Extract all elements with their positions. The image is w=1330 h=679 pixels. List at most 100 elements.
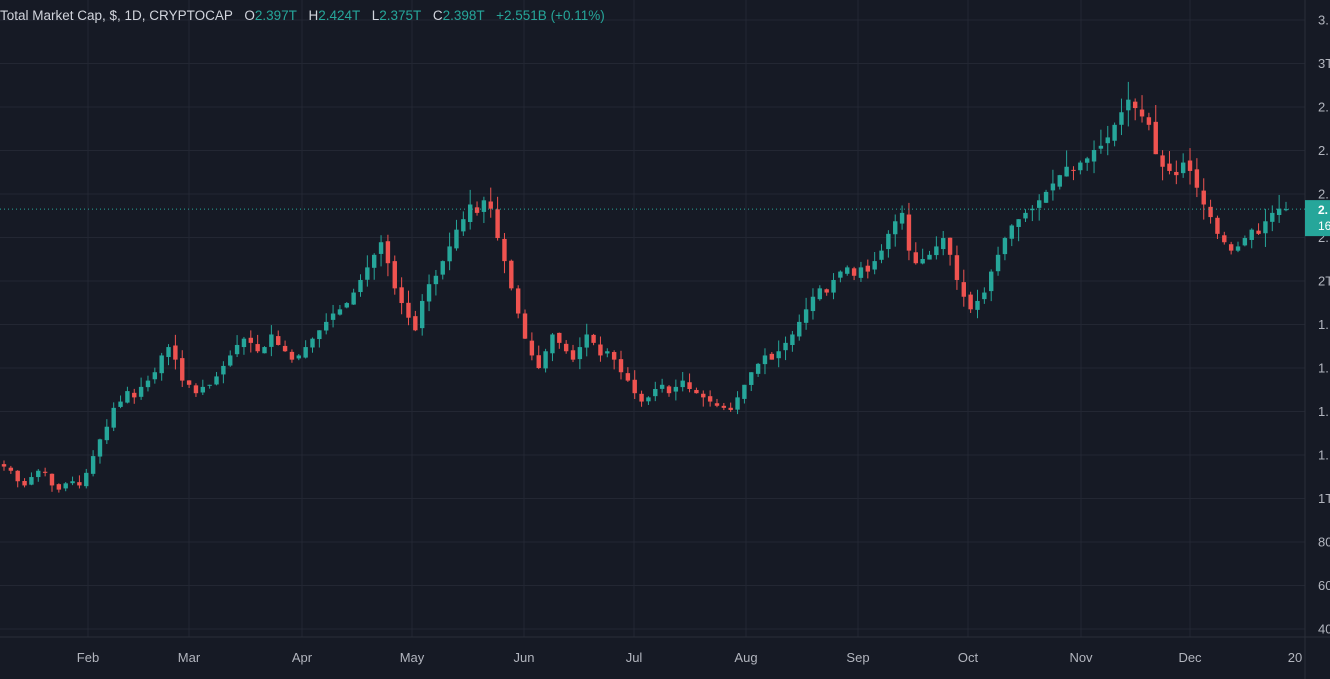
symbol-label: Total Market Cap, $, 1D, CRYPTOCAP (0, 8, 233, 23)
candle-body (365, 267, 370, 280)
time-tick-label: Mar (178, 650, 201, 665)
candle-body (584, 334, 589, 348)
last-price-tag-line2: 16 (1318, 219, 1330, 233)
candle-body (385, 241, 391, 264)
time-tick-label: Jul (626, 650, 643, 665)
candle-body (886, 233, 891, 250)
candle-body (838, 271, 843, 278)
candle-body (413, 316, 418, 331)
candle-body (824, 289, 829, 293)
candle-body (728, 407, 733, 410)
candle-body (1153, 121, 1158, 155)
candle-body (1, 464, 7, 467)
candle-body (276, 336, 281, 345)
candle-body (618, 359, 624, 373)
candle-body (639, 393, 644, 402)
candle-body (762, 355, 768, 365)
candle-body (255, 344, 260, 352)
candle-body (653, 388, 658, 397)
open-value: 2.397T (254, 8, 297, 23)
candle-body (858, 267, 864, 278)
candle-body (193, 385, 199, 394)
candle-body (509, 260, 514, 289)
candle-body (200, 386, 206, 393)
candle-body (899, 212, 905, 224)
candle-body (234, 344, 240, 355)
time-tick-label: May (400, 650, 425, 665)
candle-body (831, 279, 836, 293)
candle-body (1132, 101, 1138, 109)
candle-body (735, 397, 740, 410)
candle-body (296, 355, 301, 359)
candle-body (1009, 225, 1014, 239)
candle-body (1112, 124, 1117, 141)
candle-body (975, 300, 980, 310)
candle-body (1208, 206, 1213, 218)
candle-body (152, 372, 158, 380)
candle-body (90, 456, 96, 474)
candle-body (522, 313, 528, 339)
candle-body (1043, 191, 1049, 203)
candle-body (1119, 112, 1124, 125)
candle-body (1139, 109, 1145, 117)
time-tick-label: Sep (846, 650, 869, 665)
candle-body (941, 238, 946, 250)
candle-body (625, 373, 631, 381)
candle-body (920, 259, 925, 264)
candle-body (36, 470, 41, 478)
candle-body (1091, 149, 1097, 162)
candle-body (399, 287, 404, 304)
candle-body (714, 403, 720, 406)
candle-body (324, 321, 329, 331)
price-tick-label: 1T (1318, 491, 1330, 506)
candle-body (1201, 190, 1206, 205)
candle-body (803, 309, 809, 323)
candle-body (989, 271, 994, 292)
candle-body (1036, 200, 1042, 208)
candle-body (502, 238, 507, 262)
open-label: O (244, 8, 255, 23)
candle-body (495, 209, 500, 239)
candle-body (591, 334, 596, 343)
candle-body (440, 261, 445, 275)
candle-body (29, 477, 34, 485)
candle-body (1023, 212, 1028, 219)
candle-body (1174, 171, 1179, 176)
candle-body (15, 470, 20, 482)
price-tick-label: 2. (1318, 187, 1329, 202)
candle-body (701, 393, 706, 398)
candle-body (872, 261, 877, 270)
candle-body (721, 405, 727, 408)
candle-body (447, 246, 452, 262)
candle-body (467, 204, 473, 223)
candle-body (659, 384, 665, 389)
candle-body (337, 309, 343, 315)
price-tick-label: 2T (1318, 274, 1330, 289)
close-value: 2.398T (442, 8, 485, 23)
candle-body (893, 221, 898, 235)
price-tick-label: 1. (1318, 404, 1329, 419)
candle-body (1105, 137, 1110, 144)
candle-body (961, 282, 966, 297)
price-tick-label: 40 (1318, 622, 1330, 637)
candle-body (344, 303, 349, 308)
candle-body (392, 261, 397, 289)
candle-body (1084, 158, 1090, 163)
candle-body (159, 355, 164, 374)
candle-body (1187, 160, 1193, 171)
candle-body (426, 284, 432, 302)
candle-body (173, 345, 178, 360)
candle-body (1215, 217, 1220, 234)
price-tick-label: 2. (1318, 230, 1329, 245)
close-label: C (432, 8, 443, 23)
candle-body (488, 201, 493, 209)
price-tick-label: 3T (1318, 56, 1330, 71)
candle-body (406, 302, 411, 318)
candle-body (104, 426, 110, 441)
candle-body (680, 380, 685, 388)
candle-body (982, 292, 987, 300)
price-tick-label: 1. (1318, 361, 1329, 376)
candle-body (707, 396, 713, 402)
